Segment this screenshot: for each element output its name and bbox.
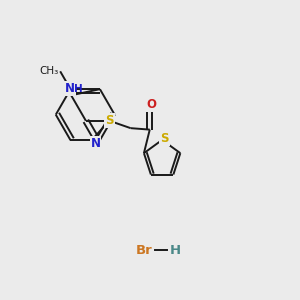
Text: CH₃: CH₃ bbox=[40, 66, 59, 76]
Text: S: S bbox=[105, 114, 114, 127]
Text: N: N bbox=[91, 136, 100, 149]
Text: O: O bbox=[146, 98, 156, 111]
Text: S: S bbox=[160, 132, 169, 145]
Text: H: H bbox=[169, 244, 181, 256]
Text: Br: Br bbox=[136, 244, 152, 256]
Text: N: N bbox=[65, 82, 75, 95]
Text: H: H bbox=[74, 84, 83, 94]
